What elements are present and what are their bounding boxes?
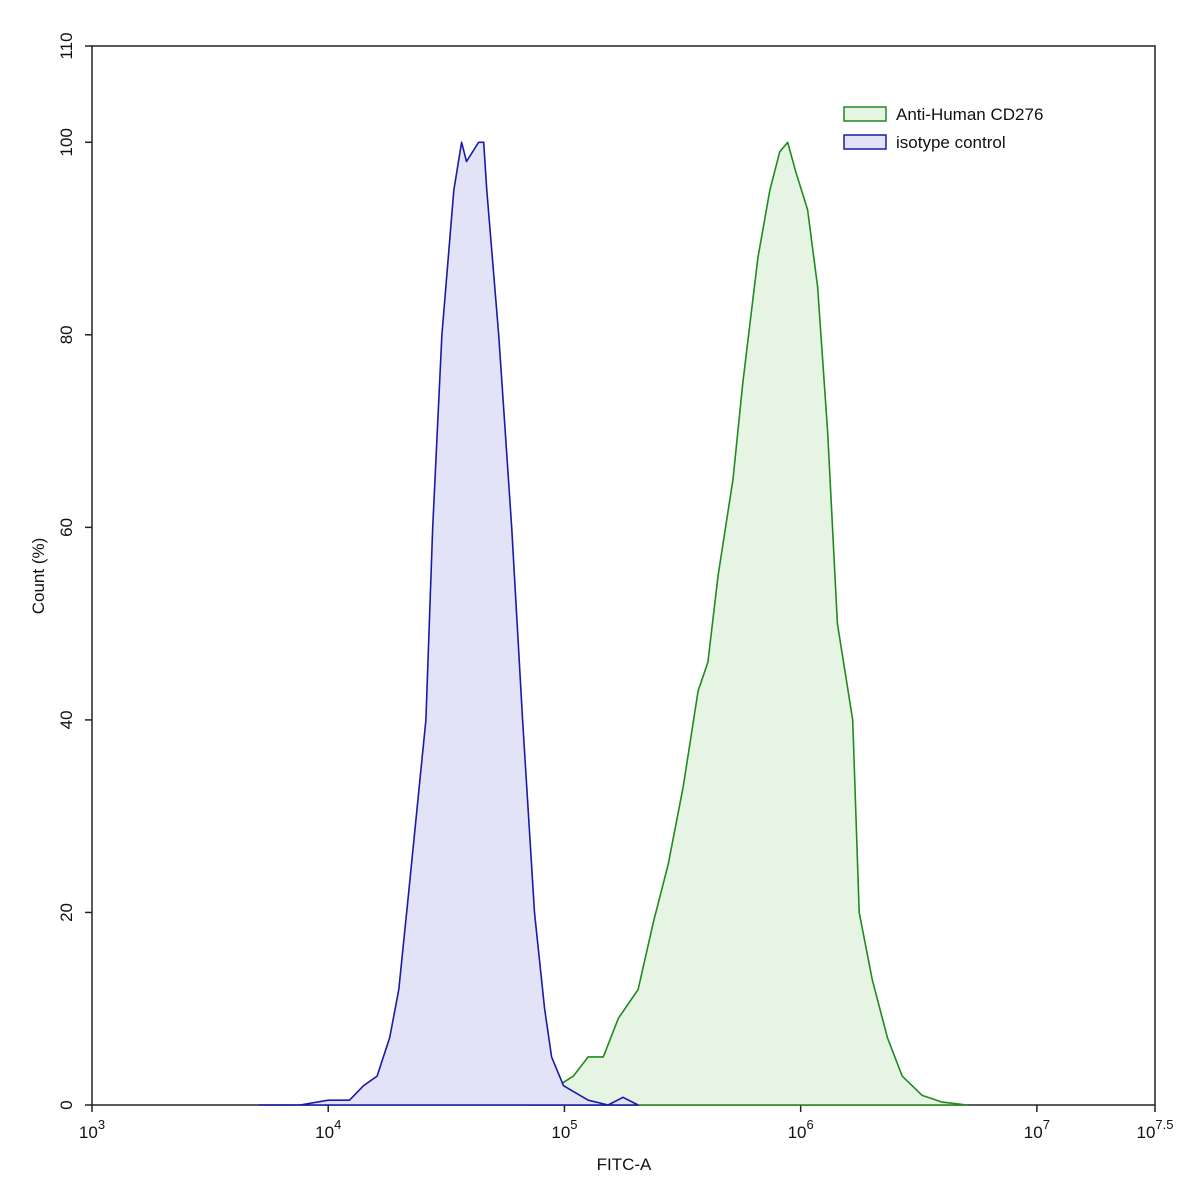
y-tick-label: 40 bbox=[57, 710, 76, 729]
x-tick-exponent: 6 bbox=[807, 1117, 814, 1132]
x-tick-base: 10 bbox=[315, 1123, 334, 1142]
y-tick-label: 80 bbox=[57, 325, 76, 344]
x-tick-base: 10 bbox=[1024, 1123, 1043, 1142]
x-tick-base: 10 bbox=[1137, 1123, 1156, 1142]
x-tick-base: 10 bbox=[79, 1123, 98, 1142]
x-tick-base: 10 bbox=[551, 1123, 570, 1142]
x-tick-label: 105 bbox=[551, 1117, 577, 1142]
x-tick-label: 106 bbox=[788, 1117, 814, 1142]
legend-swatch bbox=[843, 106, 887, 122]
x-tick-exponent: 4 bbox=[334, 1117, 341, 1132]
y-axis-label: Count (%) bbox=[29, 538, 48, 615]
legend-swatch bbox=[843, 134, 887, 150]
x-tick-exponent: 3 bbox=[98, 1117, 105, 1132]
x-tick-exponent: 5 bbox=[570, 1117, 577, 1132]
x-tick-label: 104 bbox=[315, 1117, 341, 1142]
plot-frame bbox=[91, 45, 1156, 1106]
x-tick-label: 103 bbox=[79, 1117, 105, 1142]
x-axis-label: FITC-A bbox=[597, 1155, 652, 1174]
y-tick-label: 110 bbox=[57, 32, 76, 59]
legend-label: Anti-Human CD276 bbox=[896, 105, 1043, 124]
x-tick-label: 107.5 bbox=[1137, 1117, 1174, 1142]
y-tick-label: 60 bbox=[57, 518, 76, 537]
legend-label: isotype control bbox=[896, 133, 1006, 152]
legend: Anti-Human CD276 isotype control bbox=[843, 105, 1043, 152]
area-curve bbox=[527, 141, 968, 1106]
x-tick-label: 107 bbox=[1024, 1117, 1050, 1142]
y-tick-label: 20 bbox=[57, 903, 76, 922]
y-tick-label: 0 bbox=[57, 1100, 76, 1109]
x-tick-exponent: 7 bbox=[1043, 1117, 1050, 1132]
x-tick-exponent: 7.5 bbox=[1155, 1117, 1173, 1132]
area-curve bbox=[258, 141, 639, 1106]
x-tick-base: 10 bbox=[788, 1123, 807, 1142]
y-tick-label: 100 bbox=[57, 128, 76, 156]
